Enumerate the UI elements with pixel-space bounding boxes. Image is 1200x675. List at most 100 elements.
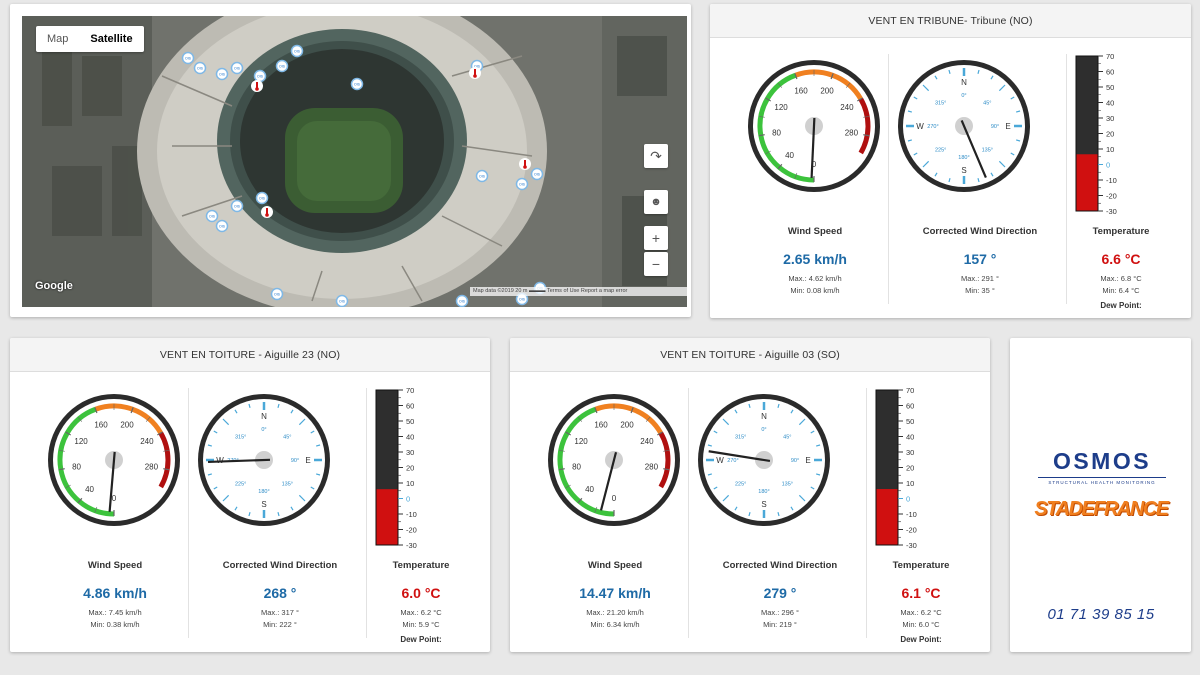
compass-tick bbox=[998, 84, 1006, 92]
speed-tick-label: 0 bbox=[612, 494, 617, 503]
speed-tick bbox=[863, 115, 870, 118]
compass-tick bbox=[722, 418, 730, 426]
zoom-in-button[interactable]: + bbox=[644, 226, 668, 250]
speed-tick bbox=[558, 449, 565, 452]
thermometer-tick-label: 60 bbox=[906, 402, 914, 411]
sensor-marker[interactable]: OIS bbox=[253, 69, 267, 83]
speed-tick-label: 280 bbox=[845, 129, 859, 138]
dew-point-label: Dew Point: bbox=[400, 635, 442, 644]
sensor-marker[interactable]: OIS bbox=[270, 287, 284, 301]
sensor-marker[interactable]: OIS bbox=[205, 209, 219, 223]
satellite-tab[interactable]: Satellite bbox=[90, 33, 133, 45]
svg-text:OIS: OIS bbox=[519, 183, 526, 187]
sensor-marker[interactable]: OIS bbox=[215, 67, 229, 81]
thermometer-tick-label: 40 bbox=[1106, 99, 1114, 108]
sensor-marker[interactable]: OIS bbox=[475, 169, 489, 183]
sensor-marker[interactable]: OIS bbox=[215, 219, 229, 233]
sensor-marker[interactable]: OIS bbox=[350, 77, 364, 91]
wind-speed-max: Max.: 7.45 km/h bbox=[88, 608, 142, 617]
speed-tick-label: 160 bbox=[594, 420, 608, 429]
thermometer-marker-icon[interactable] bbox=[251, 80, 263, 92]
sensor-marker[interactable]: OIS bbox=[181, 51, 195, 65]
panel-title: VENT EN TRIBUNE- Tribune (NO) bbox=[710, 4, 1191, 38]
speed-tick-label: 280 bbox=[645, 463, 659, 472]
speed-tick bbox=[758, 115, 765, 118]
compass-tick bbox=[248, 403, 251, 408]
svg-text:OIS: OIS bbox=[257, 75, 264, 79]
speed-tick-label: 40 bbox=[85, 485, 94, 494]
wind-direction-label: Corrected Wind Direction bbox=[722, 560, 838, 571]
compass-tick bbox=[990, 75, 994, 80]
sensor-marker[interactable]: OIS bbox=[515, 292, 529, 306]
thermometer-marker-icon[interactable] bbox=[261, 206, 273, 218]
sensor-marker[interactable]: OIS bbox=[193, 61, 207, 75]
compass-tick bbox=[810, 486, 815, 490]
compass-tick bbox=[1010, 152, 1015, 156]
speed-tick-label: 40 bbox=[585, 485, 594, 494]
wind-speed-label: Wind Speed bbox=[87, 560, 143, 571]
compass-tick bbox=[934, 172, 938, 177]
column-divider bbox=[866, 388, 867, 638]
speed-tick bbox=[163, 449, 170, 452]
speed-arc-red bbox=[158, 431, 171, 489]
compass-tick bbox=[310, 430, 315, 434]
thermometer-marker-icon[interactable] bbox=[519, 158, 531, 170]
svg-text:OIS: OIS bbox=[534, 173, 541, 177]
compass-tick bbox=[234, 506, 238, 511]
speed-tick bbox=[663, 468, 670, 471]
thermometer-tick-label: 20 bbox=[1106, 130, 1114, 139]
speed-tick bbox=[577, 497, 583, 504]
sensor-marker[interactable]: OIS bbox=[335, 294, 349, 307]
thermometer-tick-label: 10 bbox=[906, 479, 914, 488]
sensor-marker[interactable]: OIS bbox=[515, 177, 529, 191]
speed-tick-label: 0 bbox=[812, 160, 817, 169]
compass-degree-label: 270° bbox=[927, 124, 938, 130]
speed-tick-label: 240 bbox=[640, 437, 654, 446]
speed-tick bbox=[794, 172, 798, 179]
thermometer-marker-icon[interactable] bbox=[469, 67, 481, 79]
svg-text:OIS: OIS bbox=[219, 73, 226, 77]
sensor-marker[interactable]: OIS bbox=[290, 44, 304, 58]
sensor-marker[interactable]: OIS bbox=[530, 167, 544, 181]
speed-tick bbox=[657, 431, 663, 436]
wind-direction-min: Min: 222 ° bbox=[263, 620, 297, 629]
compass-tick bbox=[207, 473, 212, 476]
speed-needle bbox=[599, 451, 618, 511]
compass-tick bbox=[207, 444, 212, 447]
rotate-icon[interactable]: ↷ bbox=[644, 144, 668, 168]
sensor-marker[interactable]: OIS bbox=[275, 59, 289, 73]
thermometer-tick-label: 70 bbox=[1106, 52, 1114, 61]
svg-text:OIS: OIS bbox=[234, 205, 241, 209]
speed-tick-label: 160 bbox=[94, 420, 108, 429]
compass-tick bbox=[990, 172, 994, 177]
map-tab[interactable]: Map bbox=[47, 33, 69, 45]
compass-tick bbox=[816, 473, 821, 476]
dew-point-label: Dew Point: bbox=[900, 635, 942, 644]
sensor-marker[interactable]: OIS bbox=[230, 61, 244, 75]
sensor-marker[interactable]: OIS bbox=[230, 199, 244, 213]
pegman-icon[interactable]: ☻ bbox=[644, 190, 668, 214]
satellite-map[interactable]: OIS OIS OIS OIS OIS OIS OIS OIS OIS OIS OIS OIS OIS O… bbox=[22, 16, 687, 307]
compass-cardinal-label: E bbox=[805, 456, 810, 465]
thermometer-fill bbox=[876, 489, 898, 545]
compass-degree-label: 90° bbox=[291, 458, 299, 464]
thermometer-tick-label: 30 bbox=[406, 448, 414, 457]
compass-tick bbox=[907, 110, 912, 113]
temperature-label: Temperature bbox=[392, 560, 450, 571]
compass-tick bbox=[977, 69, 980, 74]
map-attribution[interactable]: Map data ©2019 20 m ▬▬▬ Terms of Use Rep… bbox=[470, 287, 688, 296]
speed-tick bbox=[830, 73, 834, 80]
compass-tick bbox=[713, 486, 718, 490]
compass-degree-label: 45° bbox=[983, 101, 991, 107]
sensor-marker[interactable]: OIS bbox=[455, 294, 469, 307]
speed-tick bbox=[565, 431, 571, 436]
speed-tick-label: 200 bbox=[820, 86, 834, 95]
sensor-marker[interactable]: OIS bbox=[255, 191, 269, 205]
phone-number: 01 71 39 85 15 bbox=[1047, 606, 1155, 623]
compass-degree-label: 225° bbox=[935, 147, 946, 153]
compass-degree-label: 315° bbox=[935, 101, 946, 107]
zoom-out-button[interactable]: − bbox=[644, 252, 668, 276]
speed-tick-label: 120 bbox=[574, 437, 588, 446]
wind-direction-min: Min: 35 ° bbox=[965, 286, 995, 295]
